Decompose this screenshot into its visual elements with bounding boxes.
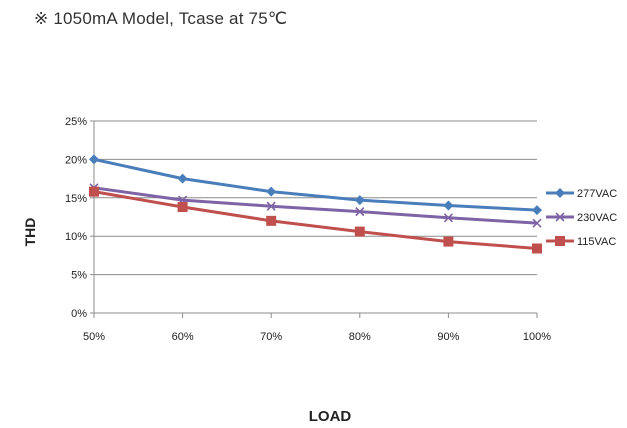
y-tick-label-5: 25%	[65, 116, 87, 128]
y-tick-label-2: 10%	[65, 231, 87, 243]
data-point-230VAC-4	[443, 213, 453, 223]
data-point-277VAC-4	[443, 200, 454, 211]
data-point-115VAC-4	[443, 236, 454, 247]
data-point-277VAC-3	[354, 195, 365, 206]
series-line-277VAC	[93, 157, 538, 212]
data-point-277VAC-1	[177, 173, 188, 184]
series-115VAC	[89, 186, 542, 254]
data-point-277VAC-5	[532, 205, 542, 216]
data-point-230VAC-3	[355, 207, 365, 217]
y-tick-label-1: 5%	[71, 270, 87, 282]
legend-item-230VAC: 230VAC	[546, 212, 617, 224]
grid-lines	[94, 120, 537, 276]
series-group	[89, 154, 542, 254]
legend-label-230VAC: 230VAC	[577, 212, 617, 224]
x-tick-label-4: 90%	[437, 331, 459, 343]
series-line-115VAC	[93, 190, 538, 250]
y-tick-label-0: 0%	[71, 308, 87, 320]
legend-marker-230VAC-stroke-b	[555, 212, 565, 222]
legend-item-115VAC: 115VAC	[546, 236, 616, 248]
x-tick-label-5: 100%	[523, 331, 551, 343]
x-tick-label-1: 60%	[172, 331, 194, 343]
data-point-230VAC-4-stroke-b	[443, 213, 453, 223]
data-point-230VAC-3-stroke-b	[355, 207, 365, 217]
data-point-115VAC-1	[177, 202, 188, 213]
x-tick-labels: 50% 60% 70% 80% 90% 100%	[83, 331, 551, 343]
data-point-115VAC-0	[89, 186, 99, 197]
legend-label-115VAC: 115VAC	[577, 236, 616, 248]
x-tick-label-0: 50%	[83, 331, 105, 343]
data-point-277VAC-2	[266, 186, 277, 197]
legend-marker-230VAC	[555, 212, 565, 222]
legend-item-277VAC: 277VAC	[546, 188, 617, 200]
legend: 277VAC 230VAC 115VAC	[546, 188, 617, 248]
y-tick-labels: 0% 5% 10% 15% 20% 25%	[65, 116, 87, 320]
data-point-115VAC-5	[532, 243, 542, 254]
y-tick-label-3: 15%	[65, 193, 87, 205]
y-tick-label-4: 20%	[65, 154, 87, 166]
legend-marker-277VAC	[555, 188, 565, 198]
data-point-230VAC-2	[266, 201, 276, 211]
data-point-115VAC-3	[354, 226, 365, 237]
data-point-277VAC-0	[89, 154, 99, 165]
x-tick-label-2: 70%	[260, 331, 282, 343]
legend-label-277VAC: 277VAC	[577, 188, 617, 200]
data-point-230VAC-5-stroke-b	[532, 218, 542, 228]
series-line-230VAC	[93, 186, 538, 225]
data-point-230VAC-2-stroke-b	[266, 201, 276, 211]
y-axis-label: THD	[22, 217, 38, 247]
data-point-115VAC-2	[266, 215, 277, 226]
chart-caption: ※ 1050mA Model, Tcase at 75℃	[34, 9, 288, 28]
series-230VAC	[89, 183, 542, 228]
x-axis-label: LOAD	[308, 408, 352, 425]
data-point-230VAC-5	[532, 218, 542, 228]
legend-marker-115VAC	[555, 236, 565, 246]
series-277VAC	[89, 154, 542, 216]
x-tick-label-3: 80%	[349, 331, 371, 343]
